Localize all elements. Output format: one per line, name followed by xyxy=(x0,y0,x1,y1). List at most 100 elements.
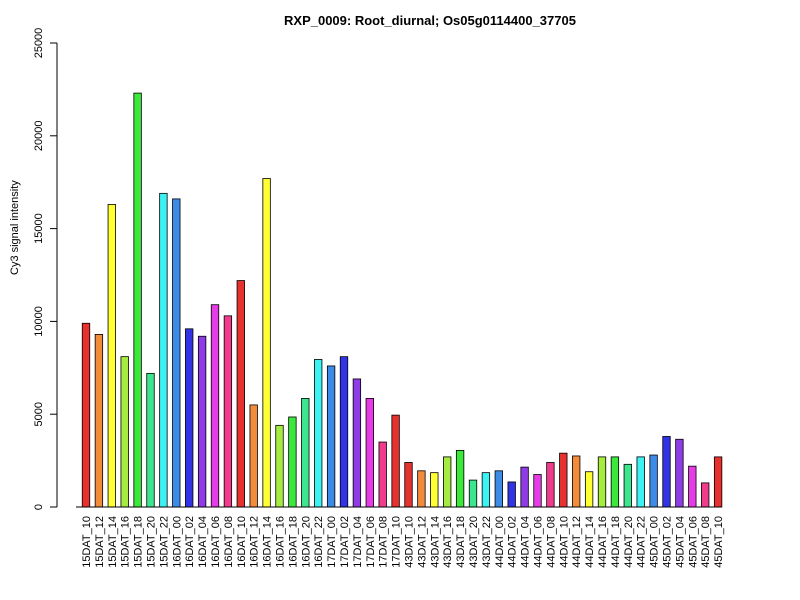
x-tick-label: 16DAT_02 xyxy=(184,516,196,568)
bar xyxy=(546,462,555,508)
x-tick-label: 17DAT_00 xyxy=(326,516,338,568)
x-tick-label: 16DAT_16 xyxy=(275,516,287,568)
bar xyxy=(481,472,491,508)
x-tick-label: 16DAT_10 xyxy=(236,516,248,568)
x-tick-label: 17DAT_04 xyxy=(352,516,364,568)
x-tick-label: 15DAT_14 xyxy=(107,516,119,568)
bar xyxy=(352,378,362,508)
x-tick-label: 43DAT_20 xyxy=(468,516,480,568)
x-tick-label: 45DAT_04 xyxy=(674,516,686,568)
bar xyxy=(107,204,116,508)
x-tick-label: 44DAT_06 xyxy=(533,516,545,568)
x-tick-label: 45DAT_00 xyxy=(649,516,661,568)
bar xyxy=(236,280,245,508)
x-tick-label: 45DAT_06 xyxy=(687,516,699,568)
x-tick-label: 44DAT_18 xyxy=(610,516,622,568)
x-tick-label: 44DAT_10 xyxy=(558,516,570,568)
x-tick-label: 43DAT_22 xyxy=(481,516,493,568)
x-tick-label: 44DAT_00 xyxy=(494,516,506,568)
bar xyxy=(533,474,542,508)
x-tick-label: 44DAT_22 xyxy=(636,516,648,568)
x-tick-label: 16DAT_12 xyxy=(249,516,261,568)
bar xyxy=(391,414,400,508)
bar xyxy=(559,452,568,508)
bar xyxy=(701,482,710,508)
x-tick-label: 16DAT_18 xyxy=(287,516,299,568)
y-tick-label: 25000 xyxy=(33,28,45,59)
x-tick-label: 16DAT_20 xyxy=(300,516,312,568)
bar xyxy=(172,198,181,508)
y-axis: 0 5000 10000 15000 20000 25000 xyxy=(33,28,58,510)
y-tick-label: 5000 xyxy=(33,402,45,426)
x-tick-label: 17DAT_08 xyxy=(378,516,390,568)
x-tick-label: 15DAT_10 xyxy=(81,516,93,568)
x-tick-label: 16DAT_22 xyxy=(313,516,325,568)
x-tick-label: 44DAT_04 xyxy=(520,516,532,568)
x-tick-label: 44DAT_16 xyxy=(597,516,609,568)
bar xyxy=(417,470,426,508)
bar xyxy=(197,335,207,508)
bar xyxy=(713,456,723,508)
x-tick-label: 15DAT_18 xyxy=(133,516,145,568)
x-tick-label: 43DAT_10 xyxy=(404,516,416,568)
bar xyxy=(468,479,478,508)
bar xyxy=(339,356,349,508)
x-tick-label: 15DAT_12 xyxy=(94,516,106,568)
x-tick-label: 16DAT_06 xyxy=(210,516,222,568)
x-tick-label: 17DAT_02 xyxy=(339,516,351,568)
bar xyxy=(610,456,620,508)
bar xyxy=(326,365,336,508)
x-tick-label: 15DAT_16 xyxy=(120,516,132,568)
bar xyxy=(623,463,632,508)
x-tick-label: 44DAT_12 xyxy=(571,516,583,568)
bar xyxy=(94,333,104,508)
bar xyxy=(597,456,607,508)
bar xyxy=(146,372,155,508)
bar xyxy=(133,92,142,508)
x-tick-label: 16DAT_04 xyxy=(197,516,209,568)
bar xyxy=(275,424,284,508)
x-tick-label: 15DAT_22 xyxy=(158,516,170,568)
x-tick-label: 43DAT_12 xyxy=(416,516,428,568)
x-tick-label: 44DAT_08 xyxy=(545,516,557,568)
bar xyxy=(572,455,581,508)
x-tick-label: 45DAT_10 xyxy=(713,516,725,568)
x-tick-label: 44DAT_20 xyxy=(623,516,635,568)
bar xyxy=(120,356,129,508)
bar xyxy=(301,398,310,508)
bar xyxy=(210,304,220,508)
bar xyxy=(443,456,452,508)
bar xyxy=(455,449,465,508)
bar xyxy=(636,456,645,508)
bar xyxy=(649,454,658,508)
y-tick-label: 0 xyxy=(33,504,45,510)
bar-series xyxy=(81,92,723,508)
bar xyxy=(675,438,684,508)
bar xyxy=(159,192,168,508)
x-axis: 15DAT_10 15DAT_12 15DAT_14 15DAT_16 15DAT_18… xyxy=(76,506,725,568)
y-tick-label: 15000 xyxy=(33,213,45,244)
bar xyxy=(404,462,413,508)
x-tick-label: 16DAT_14 xyxy=(262,516,274,568)
y-tick-label: 20000 xyxy=(33,121,45,152)
bar xyxy=(494,470,503,508)
bar xyxy=(81,322,91,508)
x-tick-label: 16DAT_00 xyxy=(171,516,183,568)
x-tick-label: 44DAT_14 xyxy=(584,516,596,568)
bar xyxy=(688,465,697,508)
x-tick-label: 17DAT_10 xyxy=(391,516,403,568)
x-tick-label: 43DAT_18 xyxy=(455,516,467,568)
bar xyxy=(365,398,374,508)
bar xyxy=(378,441,387,508)
bar xyxy=(662,436,671,508)
x-tick-label: 43DAT_16 xyxy=(442,516,454,568)
bar xyxy=(185,328,194,508)
x-tick-label: 15DAT_20 xyxy=(146,516,158,568)
bar xyxy=(314,359,323,508)
chart-title: RXP_0009: Root_diurnal; Os05g0114400_377… xyxy=(284,13,576,28)
x-tick-label: 16DAT_08 xyxy=(223,516,235,568)
bar xyxy=(223,315,233,508)
x-tick-label: 43DAT_14 xyxy=(429,516,441,568)
